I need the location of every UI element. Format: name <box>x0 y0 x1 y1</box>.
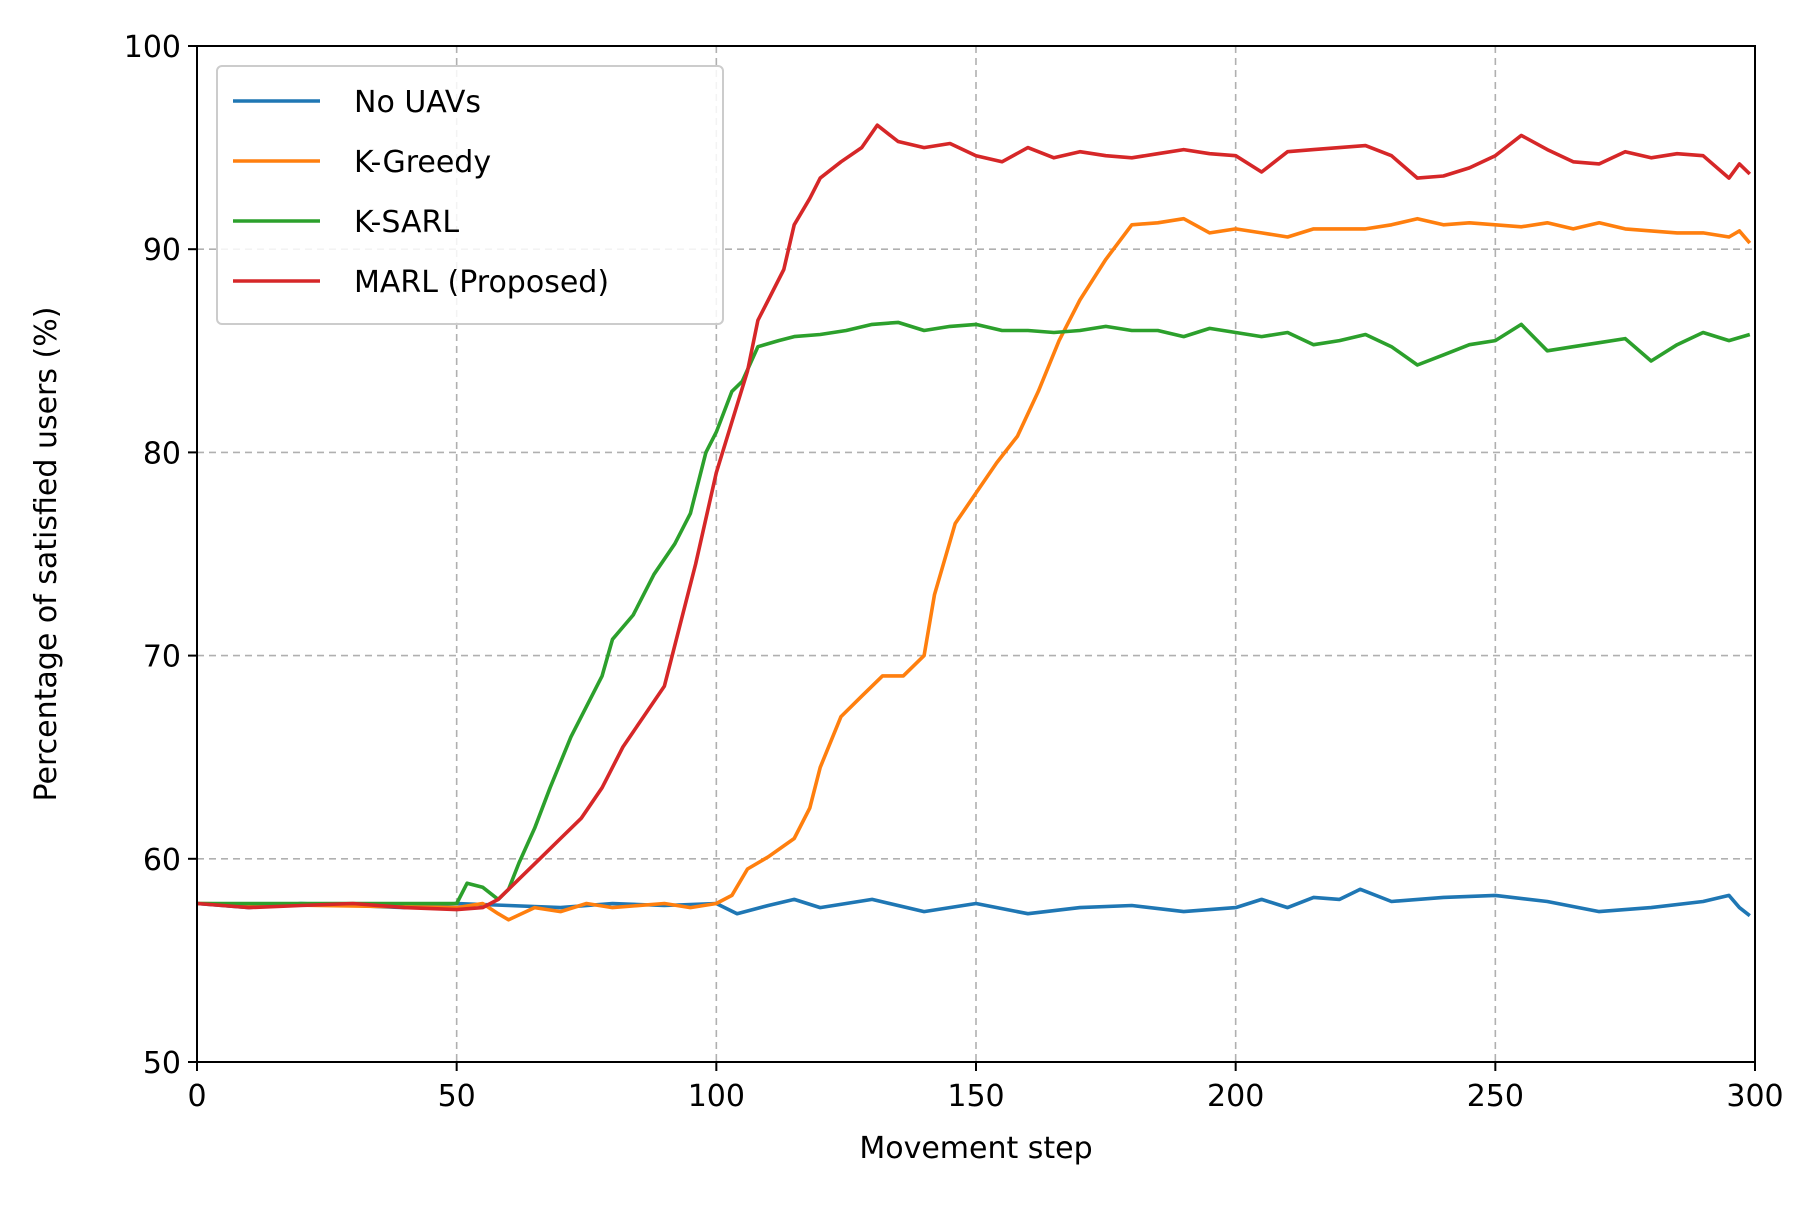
y-tick-label: 60 <box>143 843 181 878</box>
series-line-2 <box>197 320 1751 906</box>
series-line-3 <box>196 123 1752 912</box>
x-tick-label: 150 <box>947 1079 1004 1114</box>
legend-box <box>216 65 724 325</box>
y-tick-label: 90 <box>143 233 181 268</box>
y-tick-label: 80 <box>143 436 181 471</box>
x-tick-label: 0 <box>187 1079 206 1114</box>
series-group <box>196 123 1752 922</box>
legend-label: MARL (Proposed) <box>354 265 609 300</box>
x-tick-label: 250 <box>1467 1079 1524 1114</box>
x-tick-label: 200 <box>1207 1079 1264 1114</box>
series-line-1 <box>196 216 1752 922</box>
legend-label: K-SARL <box>354 205 459 240</box>
y-tick-label: 70 <box>143 640 181 675</box>
series-line-0 <box>196 887 1751 918</box>
legend-label: K-Greedy <box>354 145 491 180</box>
legend-label: No UAVs <box>354 85 481 120</box>
x-tick-label: 50 <box>438 1079 476 1114</box>
y-tick-label: 50 <box>143 1046 181 1081</box>
y-axis-label: Percentage of satisfied users (%) <box>29 307 64 802</box>
legend: No UAVs K-Greedy K-SARL MARL (Proposed) <box>216 65 724 325</box>
x-axis-label: Movement step <box>859 1131 1092 1166</box>
x-tick-label: 300 <box>1726 1079 1783 1114</box>
x-tick-label: 100 <box>688 1079 745 1114</box>
y-tick-label: 100 <box>124 30 181 65</box>
